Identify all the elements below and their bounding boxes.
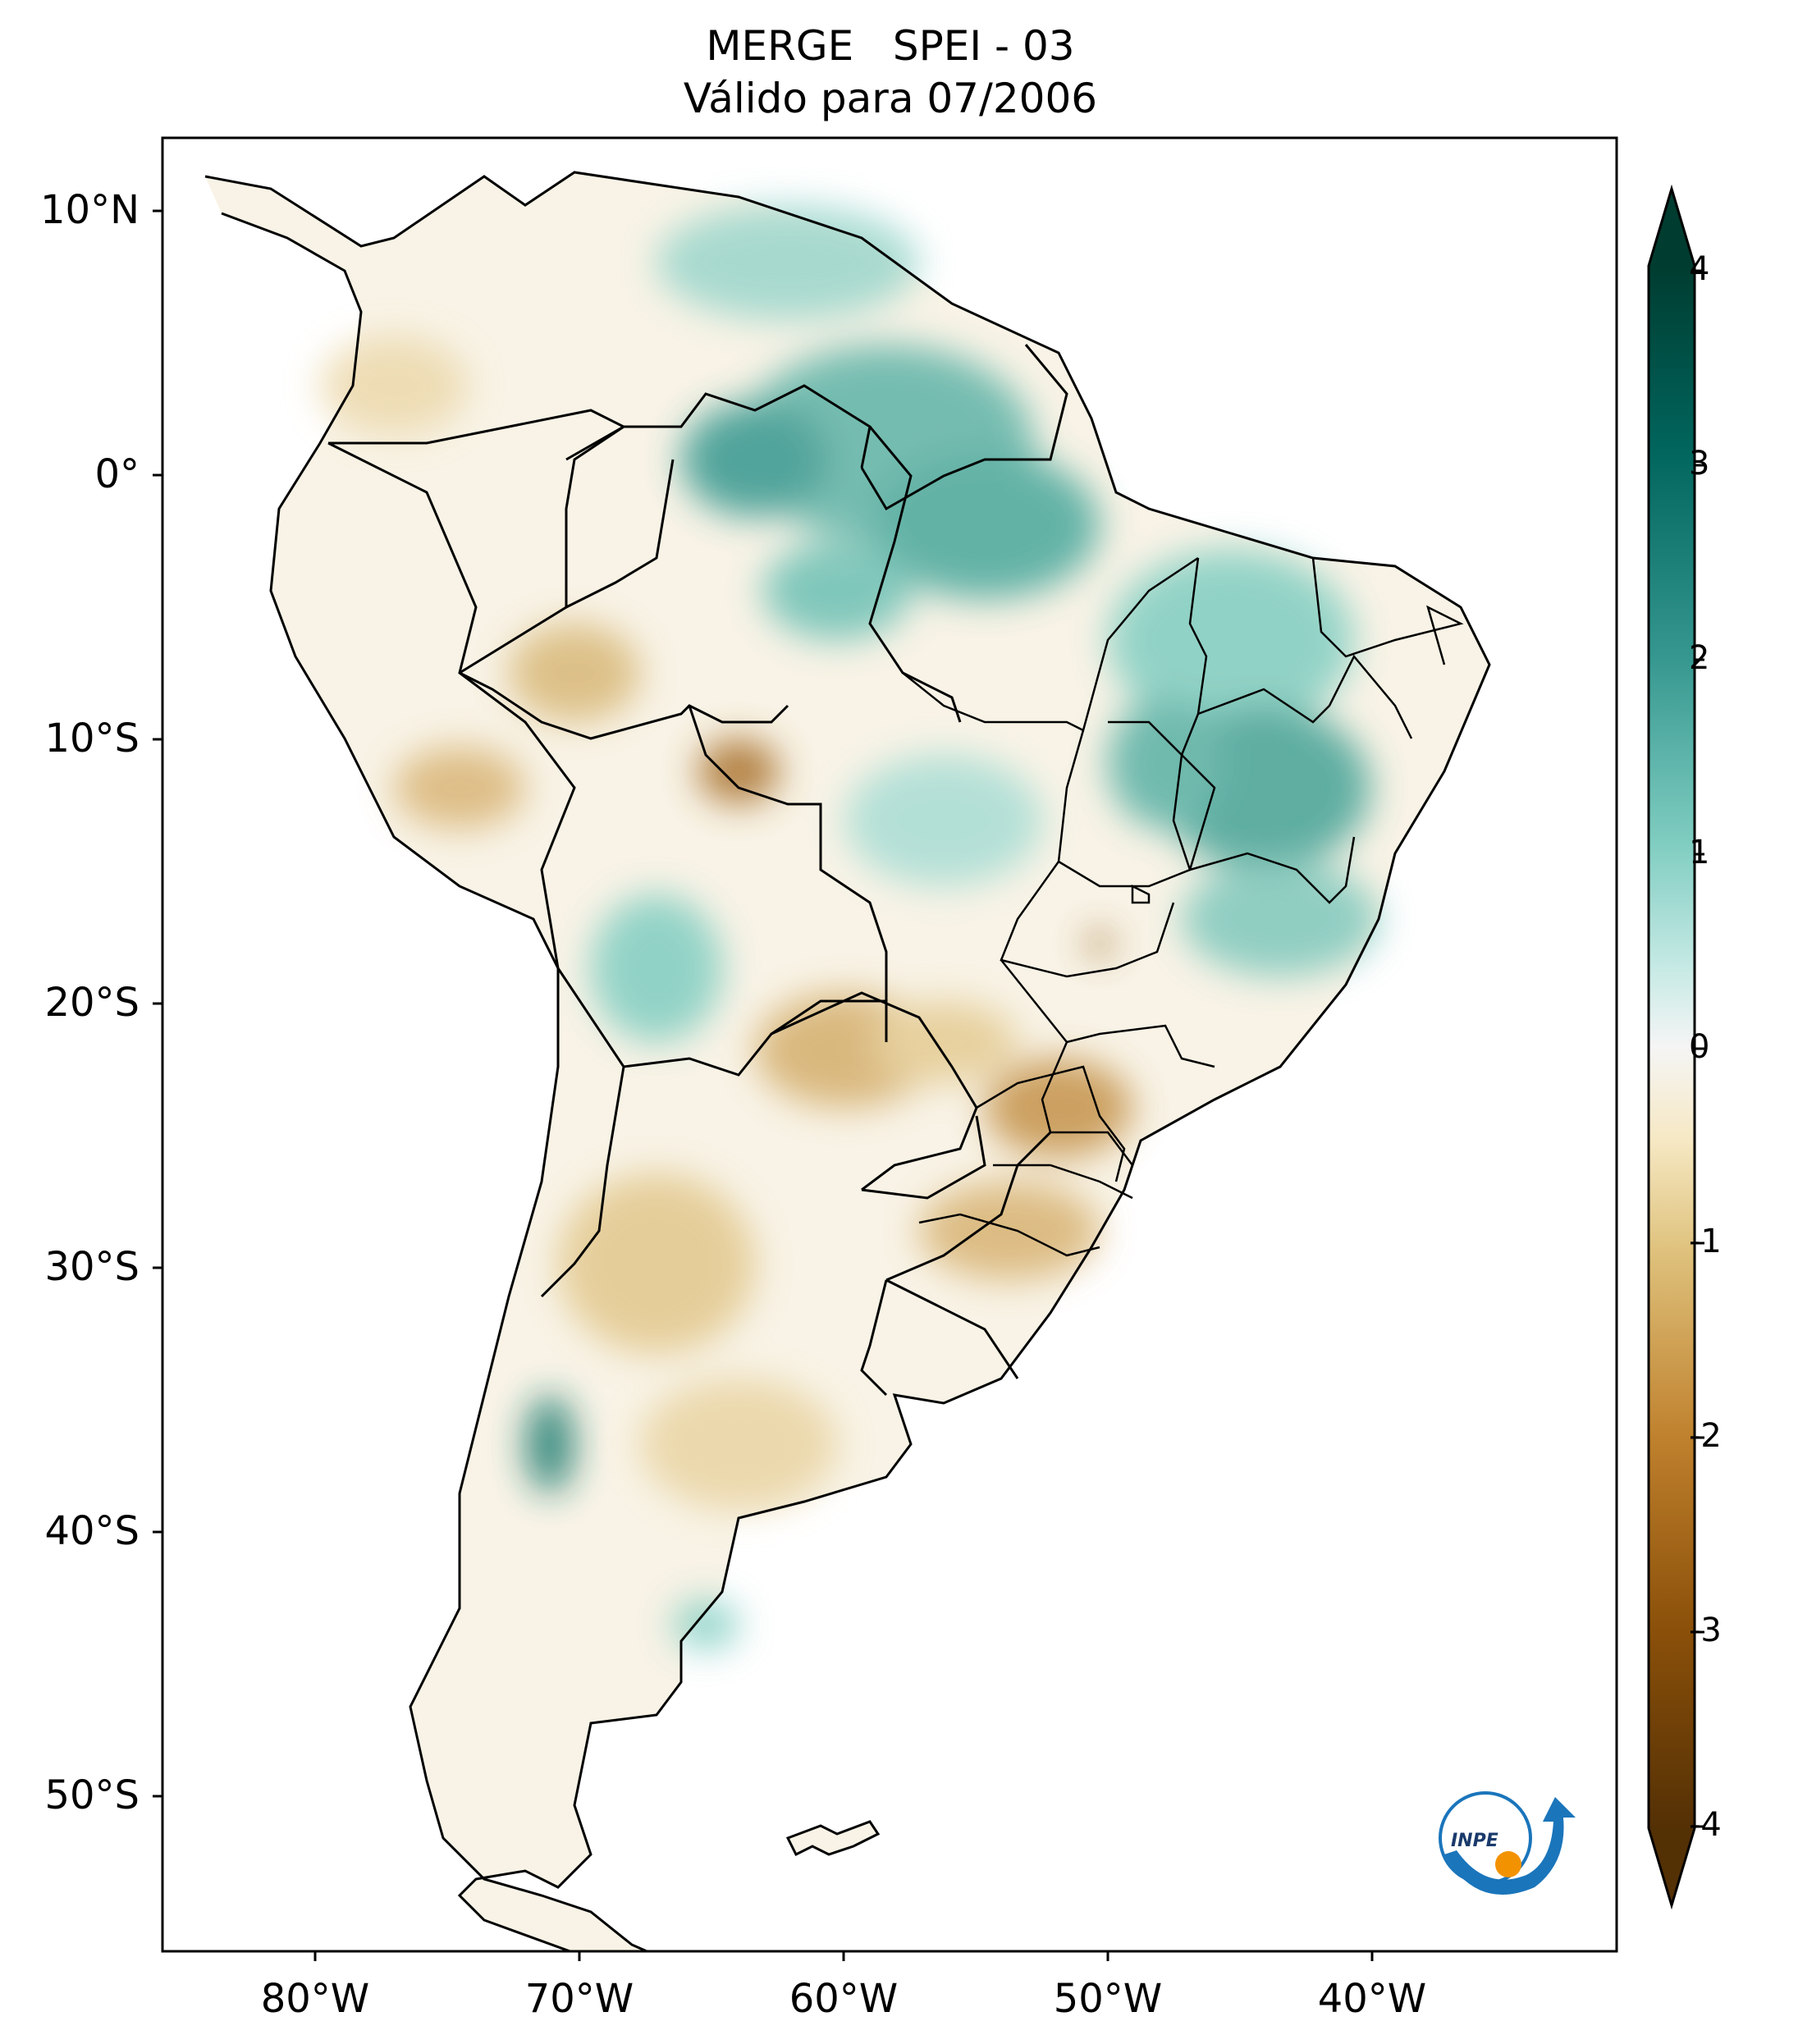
state-borders: [902, 556, 1464, 1257]
lat-label-30s: 30°S: [44, 1244, 140, 1290]
map-border: [161, 136, 1618, 1953]
lon-label-50w: 50°W: [1053, 1976, 1163, 2022]
lat-label-40s: 40°S: [44, 1508, 140, 1554]
colorbar-label-0: 0: [1689, 1028, 1710, 1066]
colorbar-label-minus4: -4: [1689, 1806, 1722, 1844]
colorbar-label-4: 4: [1689, 250, 1710, 288]
colorbar-outline: [1647, 184, 1696, 1910]
lon-tick-marks: [313, 1951, 1374, 1961]
falkland-islands: [785, 1820, 881, 1857]
lat-tick-marks: [153, 209, 162, 1798]
colorbar-max-extend: [1649, 189, 1695, 266]
colorbar-label-minus2: -2: [1689, 1417, 1722, 1455]
colorbar: [1647, 184, 1704, 1910]
colorbar-label-minus1: -1: [1689, 1223, 1722, 1260]
colorbar-label-1: 1: [1689, 834, 1710, 871]
colorbar-label-2: 2: [1689, 639, 1710, 677]
colorbar-gradient: [1649, 266, 1695, 1828]
lon-label-60w: 60°W: [789, 1976, 899, 2022]
lat-label-50s: 50°S: [44, 1772, 140, 1818]
colorbar-min-extend: [1649, 1828, 1695, 1905]
inpe-logo: INPE: [1439, 1791, 1576, 1895]
lat-label-10s: 10°S: [44, 716, 140, 761]
inpe-logo-text: INPE: [1451, 1831, 1498, 1851]
lon-label-40w: 40°W: [1317, 1976, 1427, 2022]
map-subtitle: Válido para 07/2006: [683, 75, 1098, 122]
colorbar-label-minus3: -3: [1689, 1612, 1722, 1649]
colorbar-label-3: 3: [1689, 445, 1710, 482]
map-title: MERGE SPEI - 03: [706, 22, 1075, 70]
lat-label-20s: 20°S: [44, 980, 140, 1026]
lat-label-0: 0°: [94, 451, 140, 497]
lat-label-10n: 10°N: [40, 187, 140, 233]
lon-label-80w: 80°W: [260, 1976, 370, 2022]
country-borders: [204, 171, 1491, 1951]
lon-label-70w: 70°W: [524, 1976, 634, 2022]
